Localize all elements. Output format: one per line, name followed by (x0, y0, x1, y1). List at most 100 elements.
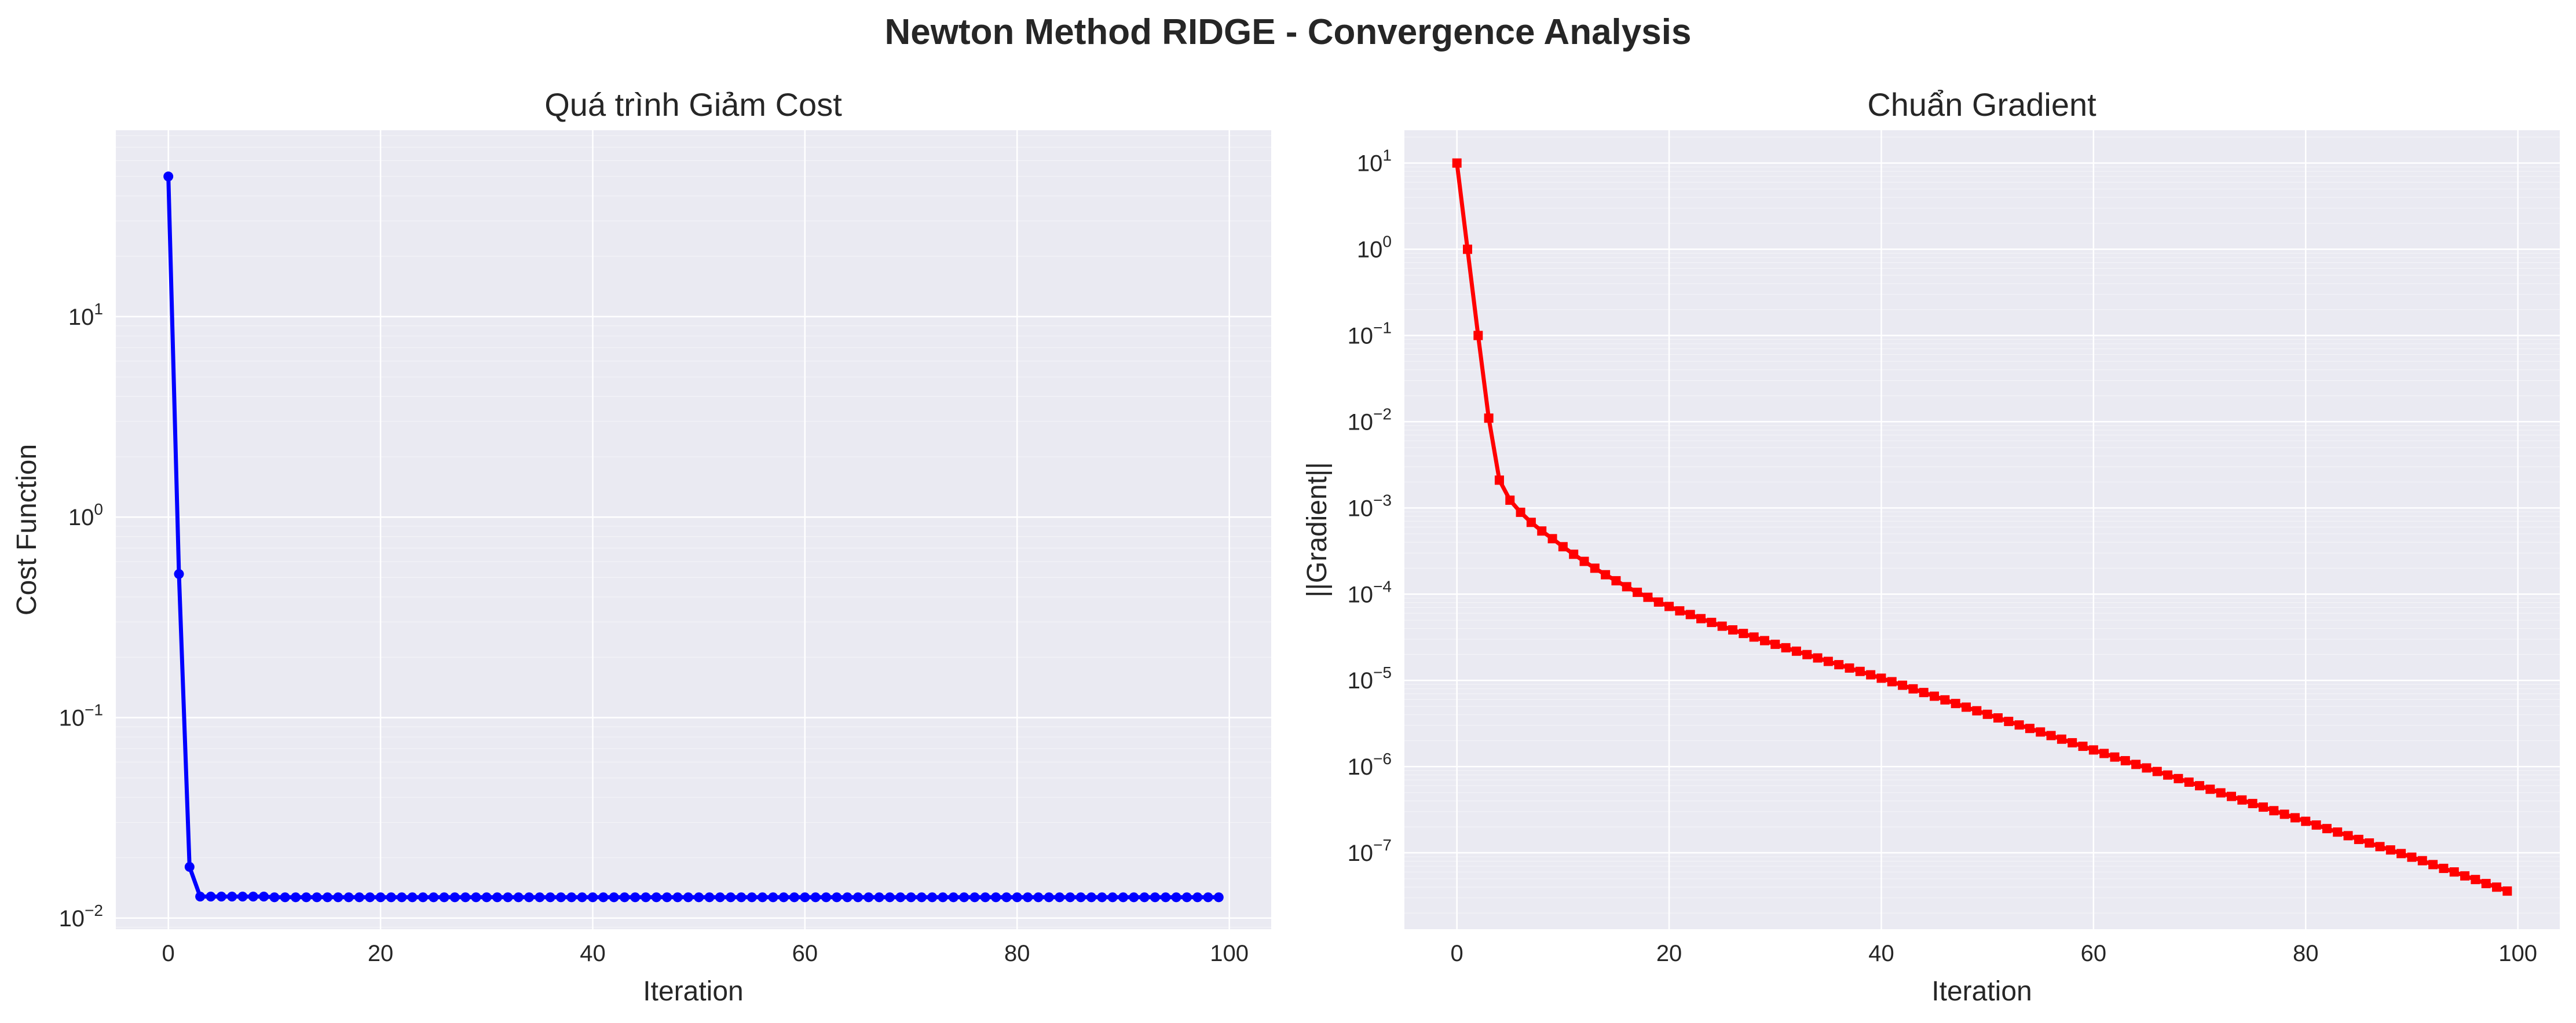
gradient-data-point (2099, 749, 2109, 758)
cost-data-point (715, 892, 725, 903)
gradient-data-point (1823, 657, 1833, 666)
cost-data-point (1118, 892, 1128, 903)
cost-data-point (736, 892, 747, 903)
gradient-data-point (2248, 798, 2257, 808)
cost-data-point (916, 892, 927, 903)
cost-data-point (832, 892, 842, 903)
gradient-xtick-label: 100 (2498, 941, 2537, 966)
cost-data-point (969, 892, 980, 903)
cost-data-point (651, 892, 661, 903)
cost-data-point (163, 171, 174, 182)
cost-data-point (1161, 892, 1171, 903)
gradient-data-point (1876, 673, 1886, 683)
cost-data-point (566, 892, 577, 903)
cost-data-point (174, 569, 184, 580)
gradient-data-point (1855, 666, 1865, 676)
cost-data-point (980, 892, 990, 903)
gradient-data-point (1526, 518, 1536, 527)
gradient-data-point (2195, 781, 2205, 791)
gradient-data-point (1781, 643, 1791, 652)
cost-data-point (1065, 892, 1075, 903)
gradient-data-point (2057, 734, 2066, 744)
gradient-data-point (1813, 653, 1823, 663)
cost-series-line-group (163, 171, 1224, 903)
gradient-data-point (2502, 886, 2512, 896)
cost-data-point (524, 892, 535, 903)
cost-data-point (1012, 892, 1022, 903)
gradient-data-point (1452, 158, 1462, 168)
cost-data-point (1086, 892, 1096, 903)
cost-data-point (343, 892, 354, 903)
cost-data-point (641, 892, 651, 903)
gradient-data-point (2439, 863, 2449, 873)
gradient-data-point (1547, 534, 1557, 544)
gradient-data-point (2354, 834, 2363, 844)
gradient-data-point (1473, 331, 1483, 340)
cost-data-point (694, 892, 704, 903)
gradient-data-point (2481, 879, 2491, 889)
cost-data-point (704, 892, 715, 903)
gradient-data-point (2227, 791, 2237, 801)
gradient-data-point (2417, 856, 2427, 866)
gradient-data-point (2279, 809, 2289, 819)
gradient-data-point (1505, 495, 1515, 505)
gradient-data-point (2301, 816, 2311, 826)
cost-chart-title: Quá trình Giảm Cost (544, 86, 842, 123)
cost-data-point (874, 892, 884, 903)
gradient-data-point (2078, 742, 2088, 751)
gradient-data-point (2152, 767, 2162, 776)
gradient-data-point (1898, 680, 1908, 690)
gradient-data-point (2333, 827, 2343, 837)
cost-xtick-label: 20 (368, 941, 394, 966)
cost-data-point (1213, 892, 1224, 903)
gradient-data-point (2311, 820, 2321, 830)
gradient-data-point (1749, 632, 1759, 642)
cost-data-point (407, 892, 418, 903)
cost-xtick-label: 80 (1004, 941, 1030, 966)
cost-data-point (375, 892, 386, 903)
gradient-data-point (2131, 760, 2141, 769)
gradient-data-point (1622, 582, 1631, 592)
gradient-data-point (1537, 526, 1547, 536)
cost-data-point (863, 892, 874, 903)
gradient-data-point (1834, 660, 1844, 670)
gradient-series-line (1455, 161, 2509, 893)
cost-data-point (503, 892, 513, 903)
gradient-data-point (2088, 745, 2098, 755)
gradient-data-point (1633, 588, 1642, 597)
cost-data-point (1107, 892, 1118, 903)
gradient-data-point (2046, 731, 2056, 740)
cost-data-point (1203, 892, 1213, 903)
gradient-ytick-label: 101 (1357, 146, 1392, 177)
gradient-data-point (1611, 576, 1621, 586)
cost-data-point (1075, 892, 1086, 903)
gradient-data-point (1590, 563, 1600, 573)
gradient-data-point (1484, 413, 1494, 423)
gradient-ytick-label: 10−3 (1348, 491, 1392, 521)
cost-data-point (312, 892, 322, 903)
cost-data-point (545, 892, 555, 903)
gradient-data-point (2375, 842, 2385, 852)
cost-xtick-label: 0 (162, 941, 175, 966)
gradient-data-point (1516, 507, 1525, 517)
gradient-data-point (2258, 802, 2268, 812)
cost-data-point (333, 892, 343, 903)
gradient-data-point (2237, 795, 2247, 805)
cost-data-point (1150, 892, 1160, 903)
cost-xtick-label: 40 (580, 941, 606, 966)
cost-series-line (166, 174, 1221, 900)
cost-data-point (280, 892, 290, 903)
gradient-xtick-labels: 0 20 40 60 80 100 (1451, 941, 2537, 966)
cost-data-point (1129, 892, 1139, 903)
cost-data-point (397, 892, 407, 903)
cost-data-point (1023, 892, 1033, 903)
cost-data-point (481, 892, 492, 903)
gradient-xtick-label: 40 (1868, 941, 1894, 966)
cost-data-point (906, 892, 916, 903)
gradient-chart-panel: 0 20 40 60 80 100 10−710−610−510−410−310−210−… (1302, 86, 2560, 1007)
cost-data-point (513, 892, 524, 903)
cost-ytick-label: 10−2 (59, 901, 103, 932)
gradient-xtick-label: 20 (1656, 941, 1682, 966)
cost-data-point (1001, 892, 1012, 903)
